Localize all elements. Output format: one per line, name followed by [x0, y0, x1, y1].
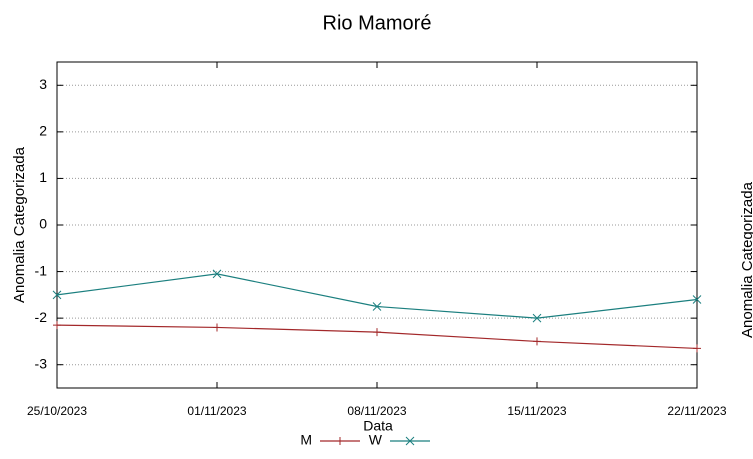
point	[52, 290, 62, 300]
y-tick-label: -1	[35, 262, 48, 278]
point	[212, 269, 222, 279]
x-tick-label: 08/11/2023	[347, 404, 406, 418]
y-tick-label: -3	[35, 355, 48, 371]
point	[693, 344, 701, 353]
y-axis-label: Anomalia Categorizada	[11, 146, 28, 303]
chart-title: Rio Mamoré	[323, 12, 432, 34]
legend-marker	[336, 437, 344, 445]
x-tick-label: 01/11/2023	[187, 404, 246, 418]
point	[53, 321, 61, 330]
y-axis-label: Anomalia Categorizada	[739, 181, 753, 338]
point	[533, 337, 541, 346]
legend-marker	[405, 436, 415, 446]
y-tick-label: -2	[35, 309, 48, 325]
y-tick-label: 1	[39, 169, 47, 185]
x-tick-label: 25/10/2023	[27, 404, 87, 418]
legend-label: M	[300, 432, 312, 448]
x-tick-label: 15/11/2023	[507, 404, 566, 418]
point	[372, 302, 382, 311]
point	[692, 295, 702, 304]
y-tick-label: 3	[39, 76, 47, 92]
x-tick-label: 22/11/2023	[667, 404, 726, 418]
y-tick-label: 2	[39, 123, 47, 139]
y-tick-label: 0	[39, 216, 47, 232]
plot-border	[56, 61, 698, 389]
legend-label: W	[369, 432, 383, 448]
point	[373, 328, 381, 337]
x-axis-label: Data	[363, 418, 393, 434]
point	[532, 313, 542, 323]
point	[213, 323, 221, 332]
